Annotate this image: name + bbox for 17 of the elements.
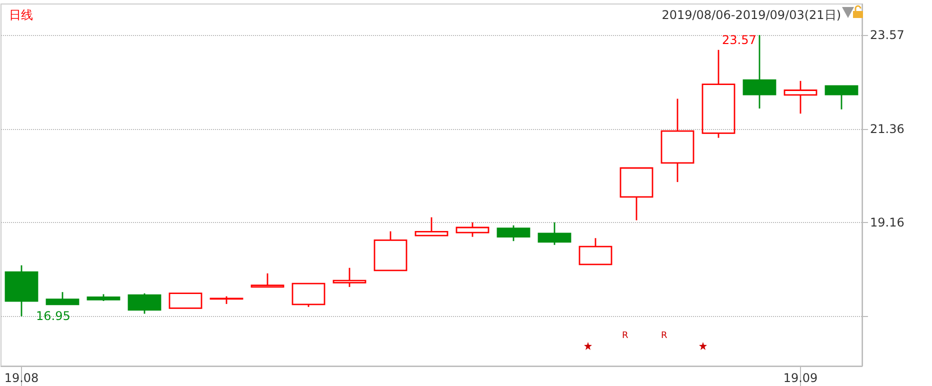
annotation: 23.57 <box>722 33 756 47</box>
chart-subtitle: 2019/08/06-2019/09/03(21日) <box>662 8 842 22</box>
y-tick-label: 19.16 <box>870 215 904 230</box>
chart-title: 日线 <box>9 8 33 22</box>
candlestick <box>784 80 818 114</box>
x-tick-label: 19.08 <box>4 371 39 385</box>
candlestick <box>168 292 202 309</box>
y-tick-label: 23.57 <box>870 28 904 42</box>
y-tick-label: 21.36 <box>870 122 904 136</box>
candlestick <box>414 216 448 236</box>
annotation: R <box>622 331 628 341</box>
x-tick-label: 19.09 <box>783 371 818 385</box>
candlestick <box>620 167 654 221</box>
annotation: R <box>661 331 668 341</box>
annotation: 16.95 <box>36 309 70 323</box>
candlestick <box>824 85 858 110</box>
candlestick <box>660 98 694 183</box>
